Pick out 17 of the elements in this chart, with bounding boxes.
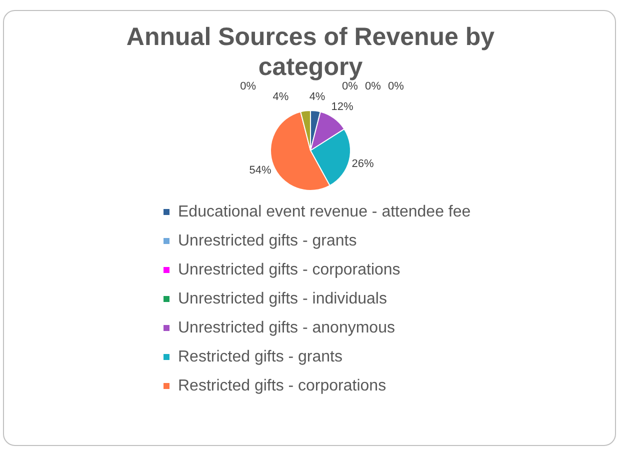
legend-label: Unrestricted gifts - grants — [178, 232, 357, 250]
legend-label: Unrestricted gifts - corporations — [178, 261, 400, 278]
text: 0% — [388, 80, 404, 93]
legend-label: Educational event revenue - attendee fee — [178, 203, 471, 220]
chart-title: Annual Sources of Revenue by category — [125, 22, 496, 82]
data-label: 4% — [309, 90, 326, 103]
text: 0% — [240, 80, 256, 93]
legend-label: Restricted gifts - grants — [178, 348, 342, 366]
data-label: 26% — [352, 158, 374, 170]
legend-label: Unrestricted gifts - anonymous — [178, 319, 395, 336]
data-label: 4% — [272, 90, 289, 103]
legend-label: Restricted gifts - corporations — [178, 377, 386, 394]
data-label: 12% — [331, 100, 354, 113]
data-label: 54% — [249, 164, 272, 176]
text: 0% — [364, 80, 381, 93]
text: 0% — [342, 80, 358, 93]
legend-label: Unrestricted gifts - individuals — [178, 290, 387, 308]
